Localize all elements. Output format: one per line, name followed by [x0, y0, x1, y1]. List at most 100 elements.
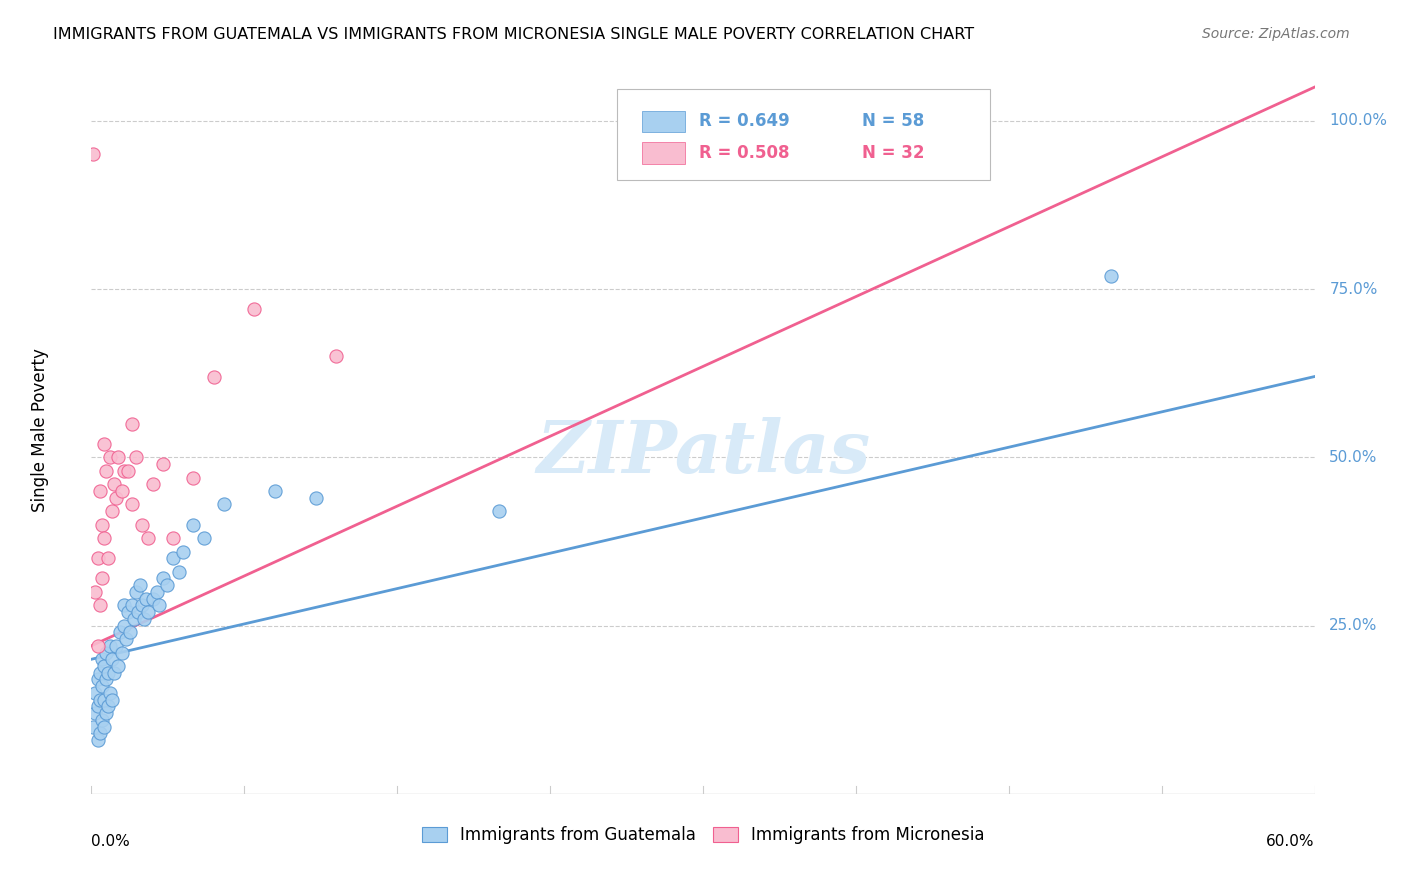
Point [131, 599, 153, 613]
Text: 100.0%: 100.0% [1329, 113, 1388, 128]
Point [104, 639, 127, 653]
Text: N = 32: N = 32 [862, 144, 925, 161]
Point [94, 673, 117, 687]
Point [243, 302, 266, 317]
Point [167, 565, 190, 579]
Point [94, 706, 117, 720]
Point [121, 498, 143, 512]
Point [120, 625, 142, 640]
Text: IMMIGRANTS FROM GUATEMALA VS IMMIGRANTS FROM MICRONESIA SINGLE MALE POVERTY CORR: IMMIGRANTS FROM GUATEMALA VS IMMIGRANTS … [53, 27, 974, 42]
Point [94, 646, 117, 660]
Point [93, 659, 115, 673]
Point [115, 632, 138, 646]
Point [89, 726, 111, 740]
Point [103, 477, 125, 491]
Point [112, 464, 135, 478]
FancyBboxPatch shape [617, 88, 990, 179]
Point [117, 464, 139, 478]
Point [90, 713, 112, 727]
Point [125, 585, 148, 599]
Point [90, 517, 112, 532]
Point [138, 605, 160, 619]
Point [162, 531, 184, 545]
Point [156, 578, 179, 592]
Point [93, 531, 115, 545]
Point [104, 491, 127, 505]
Text: 75.0%: 75.0% [1329, 282, 1378, 296]
Point [141, 591, 163, 606]
Text: 0.0%: 0.0% [91, 834, 131, 849]
Point [94, 464, 117, 478]
Point [101, 692, 124, 706]
Point [141, 477, 163, 491]
Point [112, 618, 135, 632]
Point [86, 699, 108, 714]
Text: 60.0%: 60.0% [1267, 834, 1315, 849]
Point [131, 517, 153, 532]
Point [89, 599, 111, 613]
Point [202, 369, 225, 384]
Text: N = 58: N = 58 [862, 112, 924, 130]
Point [108, 625, 131, 640]
Point [107, 450, 129, 465]
Point [97, 699, 120, 714]
Point [101, 652, 124, 666]
FancyBboxPatch shape [643, 142, 685, 163]
Point [82, 720, 104, 734]
Point [488, 504, 510, 518]
Point [84, 686, 107, 700]
Legend: Immigrants from Guatemala, Immigrants from Micronesia: Immigrants from Guatemala, Immigrants fr… [415, 820, 991, 851]
Point [183, 470, 205, 484]
Point [97, 665, 120, 680]
Point [84, 585, 107, 599]
Point [98, 686, 121, 700]
Point [212, 498, 235, 512]
Point [117, 605, 139, 619]
Point [138, 531, 160, 545]
Point [121, 417, 143, 431]
Point [148, 599, 170, 613]
Point [1099, 268, 1122, 283]
Point [145, 585, 167, 599]
Text: ZIPatlas: ZIPatlas [536, 417, 870, 488]
Point [325, 349, 347, 363]
Point [90, 652, 112, 666]
Point [86, 673, 108, 687]
Text: Source: ZipAtlas.com: Source: ZipAtlas.com [1202, 27, 1350, 41]
Point [101, 504, 124, 518]
Point [129, 578, 152, 592]
Point [90, 572, 112, 586]
Point [111, 483, 134, 498]
Point [121, 599, 143, 613]
Point [103, 665, 125, 680]
Point [89, 665, 111, 680]
Point [152, 572, 174, 586]
Point [135, 591, 157, 606]
Point [111, 646, 134, 660]
Point [162, 551, 184, 566]
Point [112, 599, 135, 613]
Point [84, 706, 107, 720]
FancyBboxPatch shape [643, 111, 685, 132]
Point [183, 517, 205, 532]
Text: 50.0%: 50.0% [1329, 450, 1378, 465]
Point [127, 605, 149, 619]
Point [89, 483, 111, 498]
Point [134, 612, 156, 626]
Text: 25.0%: 25.0% [1329, 618, 1378, 633]
Point [86, 639, 108, 653]
Point [97, 551, 120, 566]
Point [98, 450, 121, 465]
Text: Single Male Poverty: Single Male Poverty [31, 349, 49, 512]
Point [193, 531, 215, 545]
Point [98, 639, 121, 653]
Point [89, 692, 111, 706]
Point [93, 720, 115, 734]
Point [172, 544, 194, 558]
Point [93, 692, 115, 706]
Point [152, 457, 174, 471]
Text: R = 0.649: R = 0.649 [699, 112, 790, 130]
Point [90, 679, 112, 693]
Point [264, 483, 287, 498]
Point [125, 450, 148, 465]
